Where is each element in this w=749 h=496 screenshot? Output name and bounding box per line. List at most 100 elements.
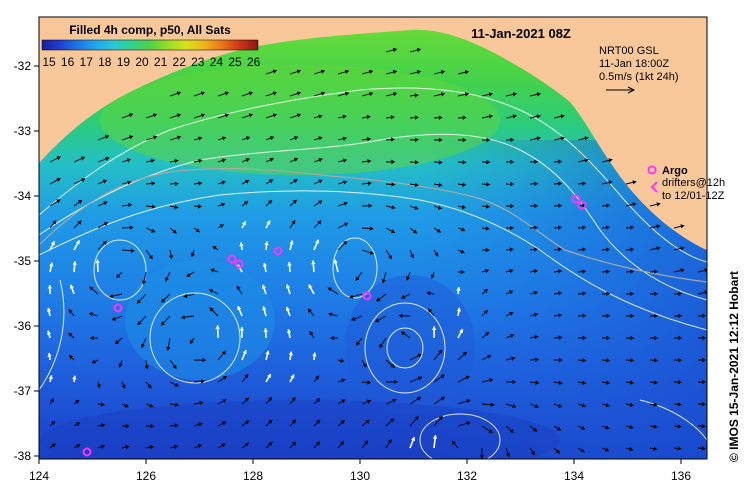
- current-vector-head: [148, 255, 153, 260]
- y-tick-label: -33: [14, 124, 32, 138]
- current-vector-head: [488, 114, 493, 119]
- imos-credit: © IMOS 15-Jan-2021 12:12 Hobart: [727, 271, 741, 462]
- current-vector-head: [292, 441, 297, 446]
- current-vector-head: [414, 182, 419, 188]
- current-vector-head: [364, 440, 368, 445]
- argo-legend-label: Argo: [662, 165, 688, 177]
- current-vector-head: [268, 442, 273, 447]
- current-vector-head: [510, 137, 515, 143]
- current-vector-head: [654, 291, 658, 297]
- current-vector-head: [534, 334, 539, 340]
- current-vector-head: [344, 91, 349, 96]
- current-vector-head: [512, 379, 517, 385]
- current-vector-head: [76, 444, 81, 449]
- current-vector-head: [582, 203, 586, 208]
- colorbar-tick-label: 17: [80, 55, 94, 69]
- y-tick-label: -35: [14, 254, 32, 268]
- current-vector-head: [466, 399, 471, 404]
- current-vector-head: [630, 225, 634, 230]
- current-vector-head: [343, 201, 348, 206]
- current-vector-head: [221, 350, 226, 355]
- x-tick-label: 134: [564, 469, 584, 483]
- current-vector-head: [510, 225, 514, 231]
- current-vector-head: [262, 306, 267, 311]
- current-vector-head: [102, 240, 107, 245]
- current-vector-head: [608, 180, 613, 185]
- current-vector-head: [176, 91, 181, 96]
- current-vector-head: [198, 422, 203, 427]
- current-vector-head: [630, 335, 634, 341]
- current-vector-head: [349, 294, 354, 299]
- colorbar-tick-label: 20: [135, 55, 149, 69]
- current-vector-head: [269, 136, 274, 141]
- current-vector-head: [342, 114, 347, 119]
- current-vector-head: [75, 240, 80, 245]
- current-vector-head: [580, 448, 585, 453]
- current-vector-head: [198, 181, 203, 186]
- current-vector-head: [296, 69, 301, 74]
- current-vector-head: [630, 247, 634, 252]
- current-vector-head: [291, 220, 296, 225]
- current-vector-head: [296, 91, 301, 96]
- current-vector-head: [245, 158, 250, 163]
- current-vector-head: [414, 416, 419, 421]
- current-vector-head: [291, 397, 296, 402]
- current-vector-head: [241, 221, 246, 226]
- current-vector-head: [490, 402, 495, 407]
- current-vector-head: [318, 200, 323, 205]
- current-vector-head: [90, 335, 94, 341]
- current-vector-head: [630, 313, 634, 319]
- current-vector-head: [266, 220, 271, 225]
- current-vector-head: [530, 450, 535, 456]
- current-vector-head: [81, 178, 86, 183]
- current-vector-head: [244, 374, 249, 379]
- current-vector-head: [224, 91, 229, 96]
- current-vector-head: [198, 136, 203, 141]
- current-vector-head: [137, 320, 142, 325]
- current-vector-head: [629, 402, 634, 407]
- current-vector-head: [75, 422, 81, 427]
- current-vector-head: [701, 401, 706, 407]
- current-vector-head: [263, 328, 268, 332]
- current-vector-head: [632, 180, 637, 185]
- current-vector-head: [88, 312, 93, 317]
- current-vector-head: [653, 446, 658, 451]
- current-vector-head: [197, 444, 202, 449]
- current-vector-head: [462, 137, 467, 143]
- current-vector-head: [416, 397, 421, 401]
- y-axis-tick-labels: -32 -33 -34 -35 -36 -37 -38: [14, 59, 39, 463]
- current-vector-head: [153, 135, 158, 140]
- current-vector-head: [265, 350, 270, 355]
- current-vector-head: [556, 426, 562, 431]
- current-vector-head: [243, 201, 249, 206]
- current-vector-head: [245, 136, 250, 141]
- current-vector-head: [286, 329, 292, 334]
- argo-float-marker: [577, 200, 587, 210]
- current-vector-head: [245, 179, 250, 184]
- current-vector-head: [164, 277, 169, 282]
- current-vector-head: [431, 326, 437, 330]
- current-vector-head: [656, 202, 661, 207]
- current-vector-head: [222, 376, 227, 380]
- current-vector-head: [181, 315, 185, 320]
- current-vector-head: [137, 299, 142, 304]
- current-vector-head: [388, 255, 392, 260]
- scale-arrow-icon: [606, 86, 636, 94]
- current-vector-head: [582, 313, 586, 318]
- current-vector-head: [340, 358, 345, 363]
- current-vector-head: [391, 182, 396, 187]
- current-vector-head: [129, 225, 134, 230]
- current-vector-head: [534, 225, 538, 230]
- current-vector-head: [509, 268, 514, 274]
- current-vector-head: [438, 160, 443, 165]
- current-vector-head: [510, 181, 514, 187]
- current-vector-head: [311, 260, 316, 265]
- shelf-break-contour: [39, 168, 707, 283]
- argo-float-markers: [82, 194, 587, 457]
- current-vector-head: [368, 203, 373, 208]
- current-vector-head: [680, 268, 685, 273]
- current-vector-head: [285, 284, 291, 289]
- current-vector-head: [221, 443, 226, 448]
- current-vector-head: [150, 423, 154, 429]
- current-vector-head: [428, 308, 433, 313]
